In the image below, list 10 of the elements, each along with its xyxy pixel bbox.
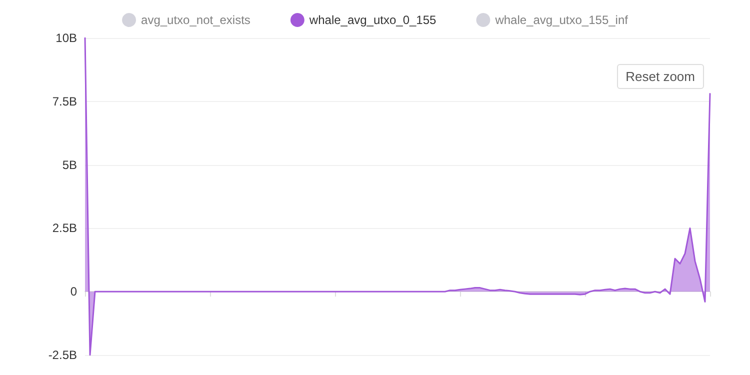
y-tick-label: 10B (56, 31, 77, 45)
reset-zoom-button: Reset zoom (616, 64, 704, 89)
legend-label: avg_utxo_not_exists (141, 13, 250, 27)
y-tick-label: 0 (70, 284, 78, 299)
y-tick-label: -2.5B (48, 348, 77, 362)
y-tick-label: 7.5B (52, 94, 77, 108)
legend-label: whale_avg_utxo_155_inf (494, 13, 629, 27)
y-tick-label: 2.5B (52, 221, 77, 236)
legend-label: whale_avg_utxo_0_155 (308, 13, 437, 27)
y-tick-label: 5B (62, 158, 77, 172)
